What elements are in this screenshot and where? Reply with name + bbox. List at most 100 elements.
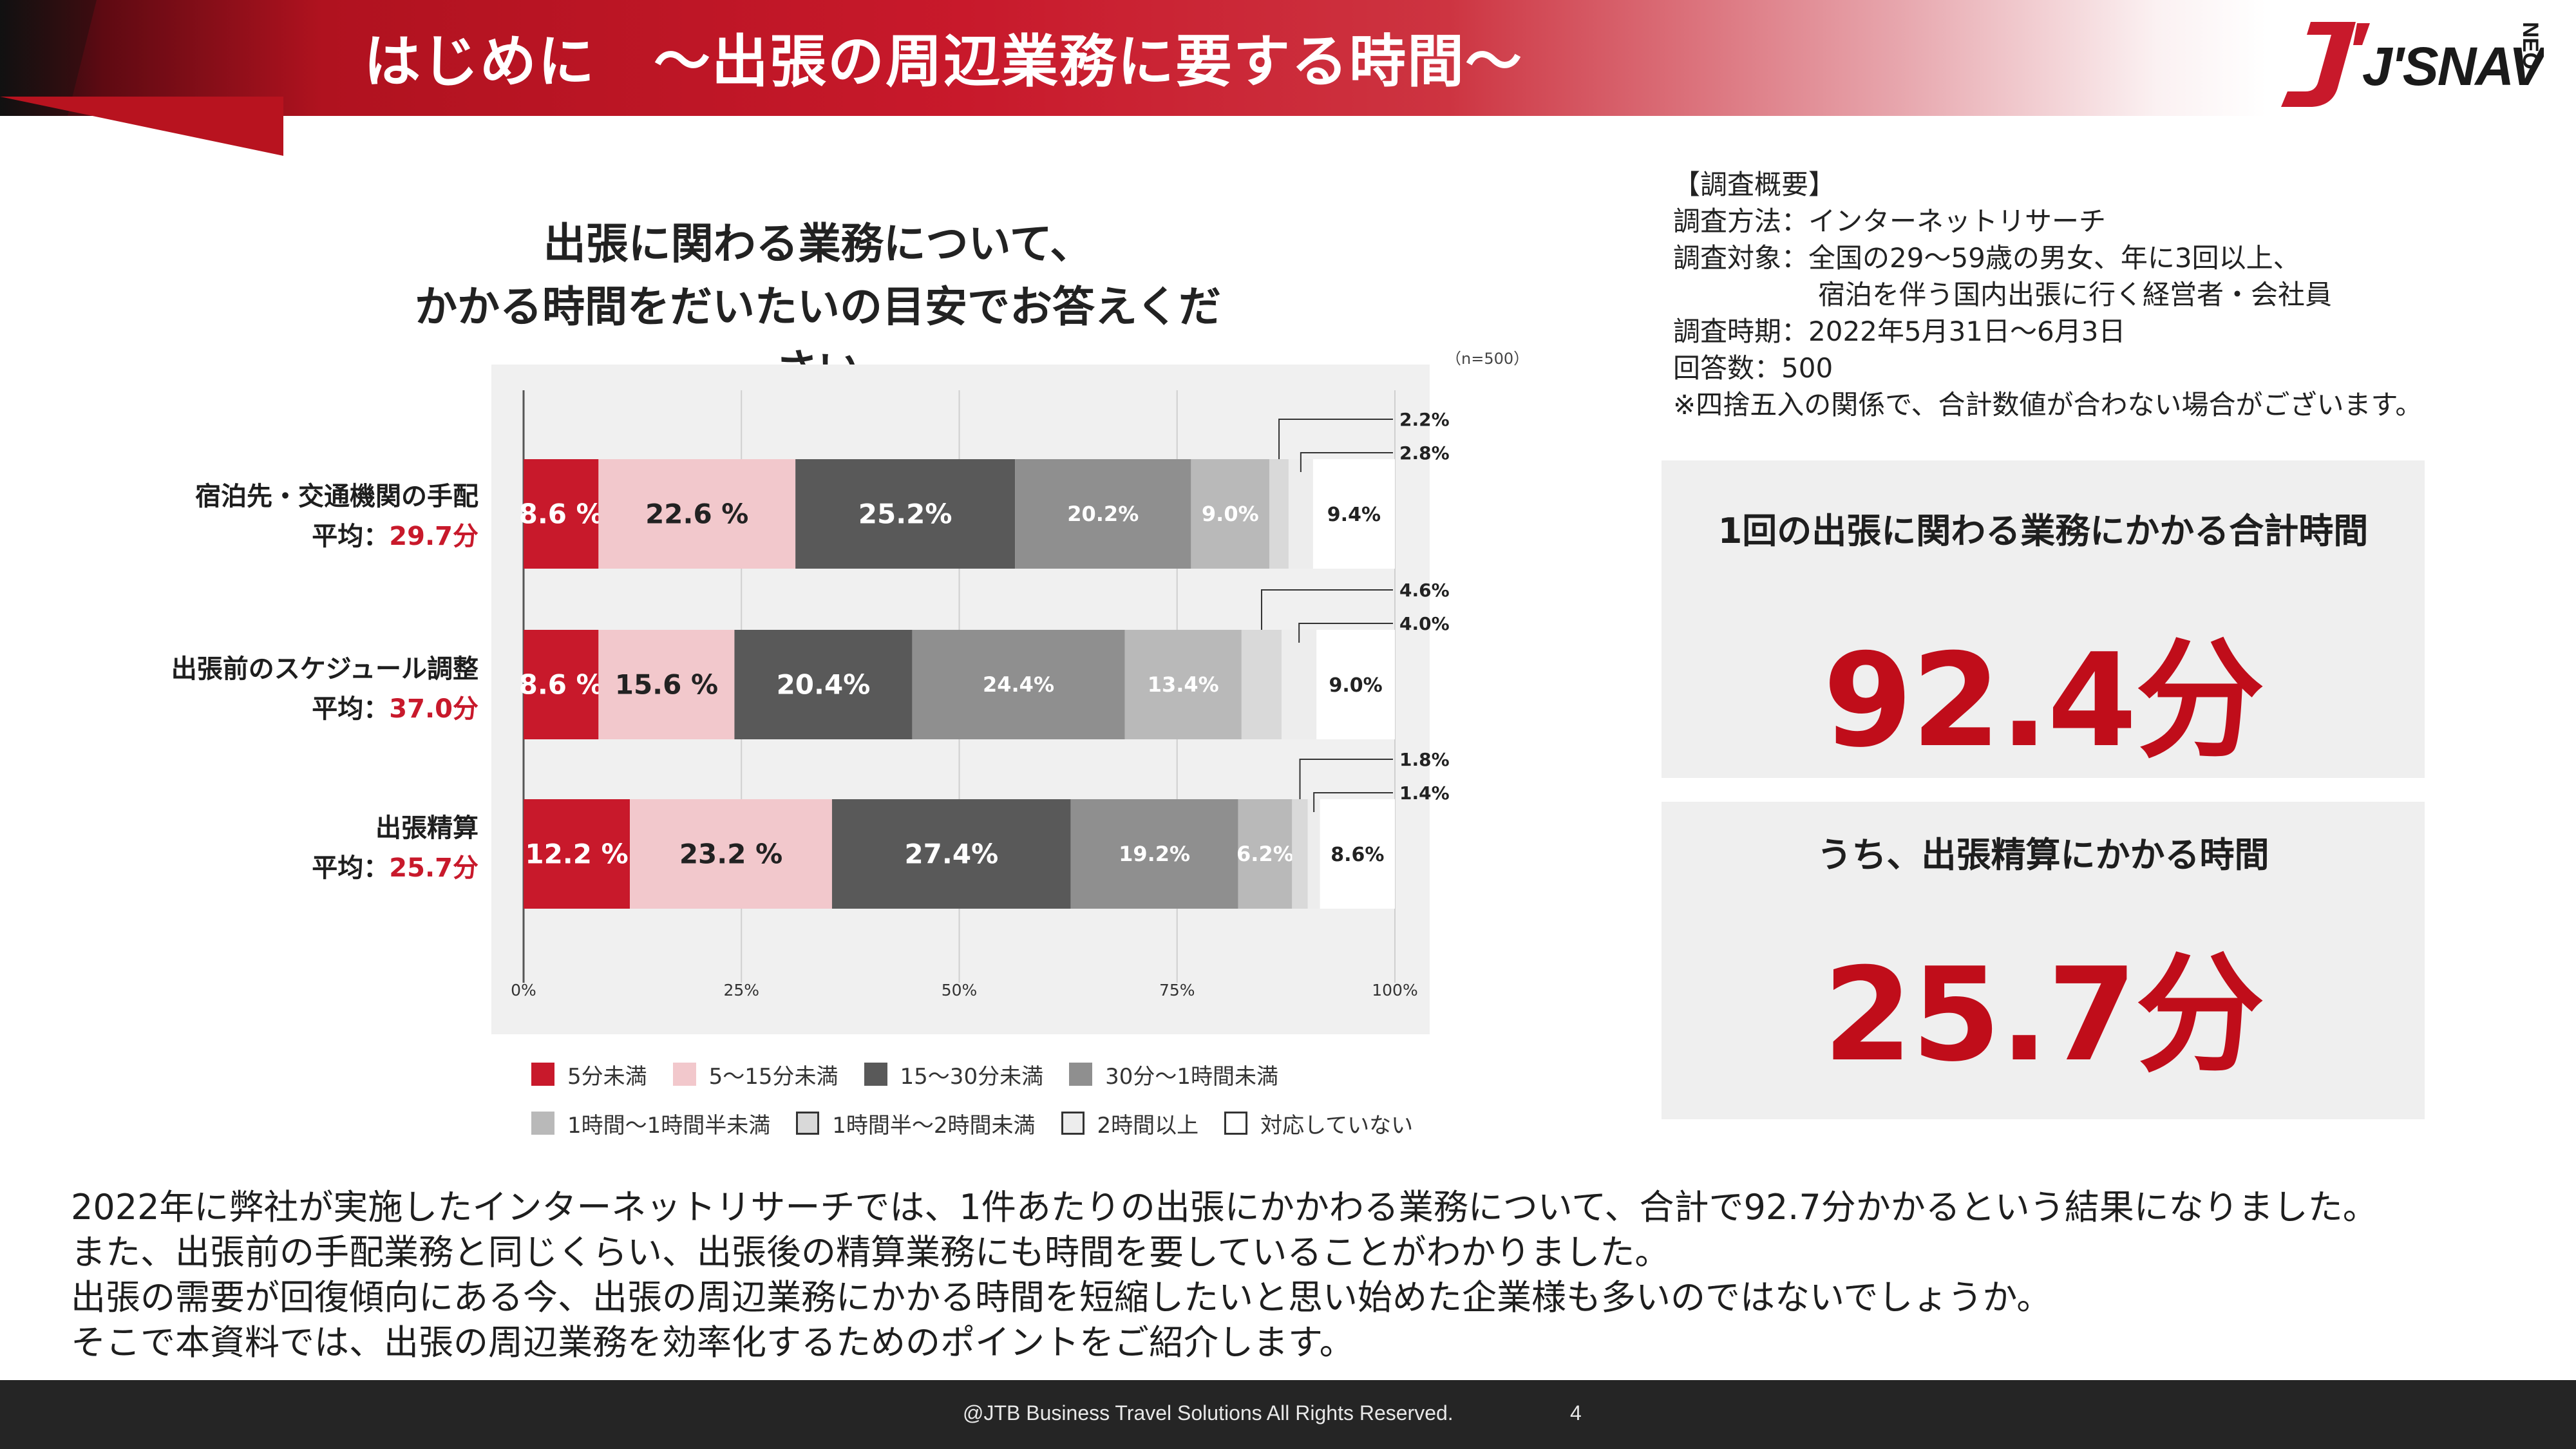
data-label: 13.4% <box>1148 672 1219 697</box>
x-tick-label: 100% <box>1372 981 1417 999</box>
data-label: 4.6% <box>1399 580 1450 601</box>
bar-segment <box>1288 459 1313 569</box>
sample-size-note: （n=500） <box>1446 350 1530 368</box>
legend-swatch <box>531 1112 554 1135</box>
bar-segment <box>1292 799 1308 909</box>
logo-suffix: NEO <box>2518 22 2543 70</box>
expense-time-label: うち、出張精算にかかる時間 <box>1817 835 2269 875</box>
survey-outline: 【調査概要】 調査方法：インターネットリサーチ 調査対象：全国の29～59歳の男… <box>1673 166 2562 423</box>
legend-swatch <box>1224 1112 1248 1135</box>
average-prefix: 平均： <box>312 853 390 883</box>
bar-segment <box>734 630 913 739</box>
total-time-value: 92.4分 <box>1823 626 2264 776</box>
legend-item: 5分未満 <box>531 1059 647 1090</box>
data-label: 24.4% <box>983 672 1054 697</box>
survey-period: 調査時期：2022年5月31日～6月3日 <box>1673 316 2126 347</box>
legend-row-1: 5分未満 5～15分未満 15～30分未満 30分～1時間未満 <box>531 1056 1465 1092</box>
legend-swatch <box>531 1063 554 1086</box>
data-label: 12.2 % <box>525 838 628 870</box>
legend-label: 15～30分未満 <box>900 1063 1044 1090</box>
legend-label: 30分～1時間未満 <box>1105 1063 1278 1090</box>
data-label: 8.6% <box>1331 844 1384 866</box>
legend-label: 2時間以上 <box>1097 1112 1199 1139</box>
bar-segment <box>1070 799 1238 909</box>
category-label-1: 宿泊先・交通機関の手配 平均：29.7分 <box>195 477 478 556</box>
category-name: 宿泊先・交通機関の手配 <box>195 482 478 511</box>
legend-swatch <box>796 1112 820 1135</box>
bar-segment <box>524 799 630 909</box>
footer: @JTB Business Travel Solutions All Right… <box>0 1380 2576 1449</box>
callout-line <box>1260 589 1393 630</box>
page-title: はじめに ～出張の周辺業務に要する時間～ <box>364 28 1524 95</box>
legend-item: 30分～1時間未満 <box>1069 1059 1278 1090</box>
data-label: 15.6 % <box>615 669 718 701</box>
stacked-bar-chart: 0% 25% 50% 75% 100% 8.6 % 22.6 % 25.2% 20.2% 9.0%… <box>511 390 1450 999</box>
body-line-2: また、出張前の手配業務と同じくらい、出張後の精算業務にも時間を要していることがわ… <box>71 1232 1670 1273</box>
category-name: 出張精算 <box>375 813 478 843</box>
callout-line <box>1300 452 1393 472</box>
body-text: 2022年に弊社が実施したインターネットリサーチでは、1件あたりの出張にかかわる… <box>71 1185 2570 1365</box>
bar-segment <box>630 799 832 909</box>
logo-wordmark: J'SNAVI <box>2362 36 2544 97</box>
data-label: 4.0% <box>1399 613 1450 634</box>
category-average: 平均：37.0分 <box>171 689 478 729</box>
survey-note: ※四捨五入の関係で、合計数値が合わない場合がございます。 <box>1673 389 2423 421</box>
data-label: 9.0% <box>1329 674 1383 697</box>
data-label: 8.6 % <box>519 669 603 701</box>
bar-segment <box>1307 799 1320 909</box>
bar-segment <box>1124 630 1242 739</box>
bar-segment <box>1191 459 1270 569</box>
data-label: 1.4% <box>1399 782 1450 804</box>
legend-item: 1時間半～2時間未満 <box>796 1108 1036 1139</box>
bar-segment <box>795 459 1016 569</box>
data-label: 6.2% <box>1236 842 1294 866</box>
bar-segment <box>1241 630 1282 739</box>
category-label-3: 出張精算 平均：25.7分 <box>312 808 478 888</box>
header: はじめに ～出張の周辺業務に要する時間～ J'SNAVI NEO <box>0 0 2576 116</box>
bar-segment <box>1238 799 1293 909</box>
header-wedge <box>0 97 283 156</box>
header-band <box>0 0 2576 116</box>
legend-item: 5～15分未満 <box>672 1059 838 1090</box>
expense-time-box: うち、出張精算にかかる時間 25.7分 <box>1662 802 2425 1119</box>
total-time-box: 1回の出張に関わる業務にかかる合計時間 92.4分 <box>1662 460 2425 778</box>
jsnavi-logo: J'SNAVI NEO <box>2281 22 2544 107</box>
data-label: 9.0% <box>1202 502 1259 526</box>
x-tick-label: 25% <box>723 981 759 999</box>
legend-item: 1時間～1時間半未満 <box>531 1108 770 1139</box>
bar-segment <box>524 630 599 739</box>
chart-legend: 5分未満 5～15分未満 15～30分未満 30分～1時間未満 1時間～1時間半… <box>531 1056 1465 1154</box>
average-prefix: 平均： <box>312 694 390 724</box>
legend-item: 対応していない <box>1224 1108 1413 1139</box>
data-label: 23.2 % <box>679 838 782 870</box>
body-line-4: そこで本資料では、出張の周辺業務を効率化するためのポイントをご紹介します。 <box>71 1322 1354 1363</box>
data-label: 25.2% <box>858 498 952 530</box>
callout-line <box>1313 792 1393 812</box>
bar-segment <box>831 799 1071 909</box>
legend-label: 1時間～1時間半未満 <box>567 1112 771 1139</box>
survey-target: 調査対象：全国の29～59歳の男女、年に3回以上、 <box>1673 242 2300 274</box>
bar-segment <box>598 630 735 739</box>
legend-label: 5～15分未満 <box>708 1063 838 1090</box>
legend-item: 15～30分未満 <box>864 1059 1044 1090</box>
data-label: 20.4% <box>777 669 871 701</box>
page-number: 4 <box>1570 1401 1582 1425</box>
callout-line <box>1298 623 1393 643</box>
legend-swatch <box>1069 1063 1093 1086</box>
legend-swatch <box>1061 1112 1084 1135</box>
data-label: 1.8% <box>1399 749 1450 770</box>
average-value: 25.7分 <box>389 853 478 883</box>
legend-label: 対応していない <box>1260 1112 1414 1139</box>
data-label: 22.6 % <box>645 498 748 530</box>
body-line-3: 出張の需要が回復傾向にある今、出張の周辺業務にかかる時間を短縮したいと思い始めた… <box>71 1277 2052 1318</box>
legend-label: 1時間半～2時間未満 <box>832 1112 1036 1139</box>
bar-segment <box>598 459 796 569</box>
body-line-1: 2022年に弊社が実施したインターネットリサーチでは、1件あたりの出張にかかわる… <box>71 1187 2378 1227</box>
survey-responses: 回答数：500 <box>1673 352 1833 384</box>
copyright: @JTB Business Travel Solutions All Right… <box>963 1401 1454 1425</box>
legend-label: 5分未満 <box>567 1063 647 1090</box>
data-label: 19.2% <box>1119 842 1190 866</box>
bar-segment <box>1320 799 1395 909</box>
x-tick-label: 0% <box>511 981 536 999</box>
category-label-2: 出張前のスケジュール調整 平均：37.0分 <box>171 649 478 729</box>
